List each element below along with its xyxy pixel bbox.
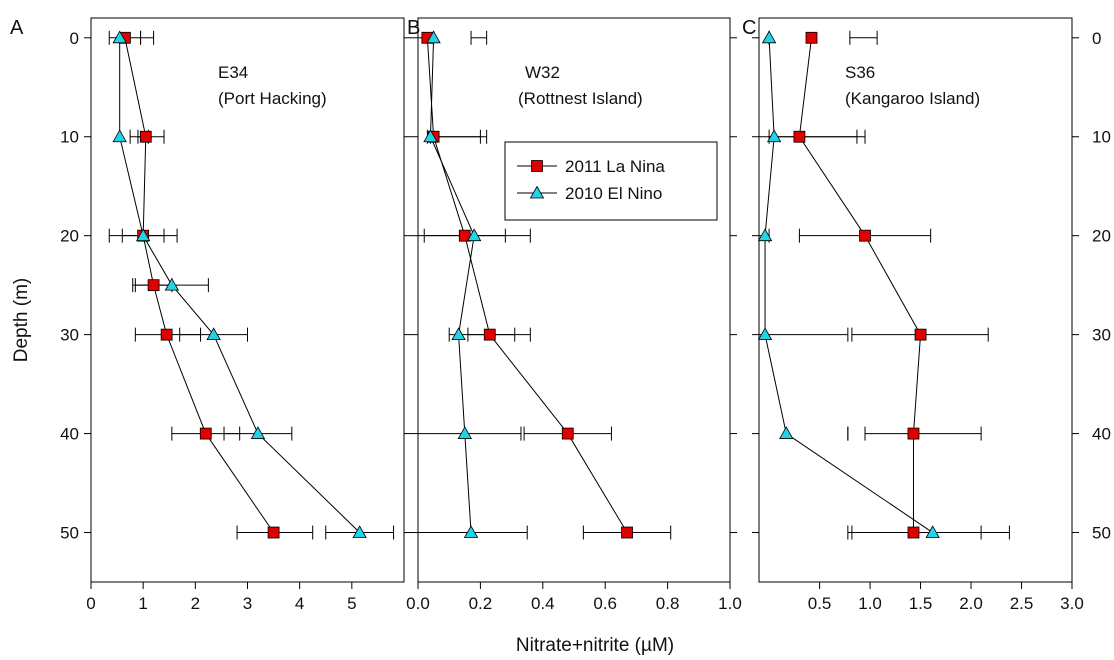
data-point-la-nina xyxy=(805,31,818,44)
data-point-la-nina xyxy=(907,427,920,440)
panel-letter: A xyxy=(10,17,24,39)
x-tick-label: 1.5 xyxy=(909,594,933,613)
data-point-el-nino xyxy=(112,129,127,143)
x-tick-label: 0.0 xyxy=(406,594,430,613)
panel-frame xyxy=(758,17,1073,583)
data-point-el-nino xyxy=(352,525,367,538)
x-tick-label: 2 xyxy=(191,594,200,613)
panel-letter: C xyxy=(742,17,756,39)
x-tick-label: 3 xyxy=(243,594,252,613)
legend-label-el-nino: 2010 El Nino xyxy=(565,184,662,203)
y-tick-label: 30 xyxy=(60,326,79,345)
y-tick-label: 40 xyxy=(60,425,79,444)
data-point-la-nina xyxy=(561,427,574,440)
y-tick-label: 50 xyxy=(1092,524,1111,543)
legend-box xyxy=(504,141,718,221)
legend-marker-la-nina xyxy=(531,160,543,172)
series-line xyxy=(429,37,475,533)
location-label: (Rottnest Island) xyxy=(518,89,643,108)
location-label: (Kangaroo Island) xyxy=(845,89,980,108)
data-point-la-nina xyxy=(793,130,806,143)
data-point-el-nino xyxy=(112,30,127,44)
x-tick-label: 1 xyxy=(138,594,147,613)
data-point-la-nina xyxy=(914,328,927,341)
y-tick-label: 30 xyxy=(1092,326,1111,345)
x-tick-label: 3.0 xyxy=(1060,594,1084,613)
data-point-el-nino xyxy=(451,327,466,341)
data-point-la-nina xyxy=(483,328,496,341)
x-tick-label: 1.0 xyxy=(718,594,742,613)
station-label: E34 xyxy=(218,63,248,82)
x-tick-label: 1.0 xyxy=(858,594,882,613)
y-tick-label: 10 xyxy=(60,128,79,147)
data-point-la-nina xyxy=(621,526,633,539)
data-point-la-nina xyxy=(267,526,280,539)
x-tick-label: 0.4 xyxy=(531,594,555,613)
x-tick-label: 0.6 xyxy=(593,594,617,613)
x-tick-label: 5 xyxy=(347,594,356,613)
series-line xyxy=(798,37,922,533)
series-line xyxy=(764,37,933,533)
location-label: (Port Hacking) xyxy=(218,89,327,108)
y-tick-label: 20 xyxy=(60,227,79,246)
y-tick-label: 0 xyxy=(70,29,79,48)
x-tick-label: 2.5 xyxy=(1010,594,1034,613)
legend: 2011 La Nina 2010 El Nino xyxy=(504,141,718,221)
legend-label-la-nina: 2011 La Nina xyxy=(565,157,665,176)
series-la-nina xyxy=(758,30,989,540)
data-point-el-nino xyxy=(135,228,151,242)
series-el-nino xyxy=(417,30,531,540)
x-tick-label: 2.0 xyxy=(959,594,983,613)
panel-b: 0.0 0.2 0.4 0.6 0.8 1.0 B W32 (Rottnest Island) xyxy=(406,17,742,613)
station-label: S36 xyxy=(845,63,875,82)
data-point-el-nino xyxy=(164,277,180,291)
y-axis-title: Depth (m) xyxy=(11,278,32,362)
data-point-la-nina xyxy=(907,526,920,539)
data-point-el-nino xyxy=(426,30,441,44)
x-tick-label: 0.8 xyxy=(656,594,680,613)
data-point-la-nina xyxy=(139,130,152,143)
x-tick-label: 0.5 xyxy=(808,594,832,613)
y-tick-label: 50 xyxy=(60,524,79,543)
x-tick-label: 0.2 xyxy=(469,594,493,613)
data-point-el-nino xyxy=(925,525,940,538)
data-point-el-nino xyxy=(761,30,777,44)
data-point-el-nino xyxy=(466,228,482,242)
x-tick-label: 4 xyxy=(295,594,304,613)
data-point-el-nino xyxy=(457,426,472,439)
y-tick-label: 20 xyxy=(1092,227,1111,246)
data-point-el-nino xyxy=(757,228,773,242)
station-label: W32 xyxy=(525,63,560,82)
y-tick-label: 40 xyxy=(1092,425,1111,444)
data-point-la-nina xyxy=(199,427,212,440)
data-point-el-nino xyxy=(779,426,794,439)
series-line xyxy=(426,37,628,533)
y-tick-label: 0 xyxy=(1092,29,1101,48)
data-point-la-nina xyxy=(147,279,160,292)
data-point-el-nino xyxy=(206,327,221,341)
panel-letter: B xyxy=(407,17,420,39)
data-point-el-nino xyxy=(757,327,773,341)
x-axis-title: Nitrate+nitrite (µM) xyxy=(516,635,674,656)
y-tick-label: 10 xyxy=(1092,128,1111,147)
data-point-la-nina xyxy=(859,229,871,242)
data-point-la-nina xyxy=(160,328,173,341)
data-point-el-nino xyxy=(250,426,266,439)
data-point-el-nino xyxy=(766,129,782,143)
data-point-el-nino xyxy=(423,129,438,143)
panel-c: 0.5 1.0 1.5 2.0 2.5 3.0 0 10 20 30 40 50 C S36 (Kangar… xyxy=(742,17,1111,613)
panel-frame xyxy=(417,17,731,583)
legend-marker-el-nino xyxy=(529,185,545,199)
data-point-el-nino xyxy=(463,525,479,538)
x-tick-label: 0 xyxy=(86,594,95,613)
